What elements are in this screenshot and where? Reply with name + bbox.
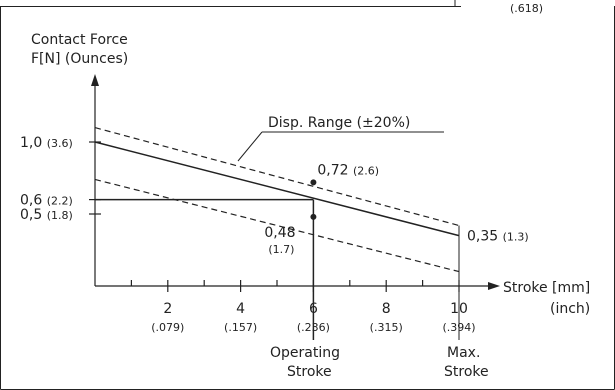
- x-tick-label-8: 8: [382, 301, 391, 317]
- max-stroke-line1: Max.: [447, 345, 480, 361]
- y-tick-sub-0: (3.6): [47, 137, 73, 150]
- y-axis-arrow: [91, 74, 99, 86]
- range-leader: [237, 131, 263, 162]
- x-tick-inch-2: (.079): [151, 321, 184, 334]
- top-right-fragment: (.618): [510, 2, 543, 15]
- x-axis-title: Stroke [mm]: [503, 280, 590, 296]
- point-sub-0: (2.6): [353, 164, 379, 177]
- x-tick-label-6: 6: [309, 301, 318, 317]
- x-tick-label-10: 10: [450, 301, 468, 317]
- y-axis-title: Contact Force: [31, 32, 128, 48]
- end-label: 0,35 (1.3): [467, 229, 529, 245]
- point-0: [310, 179, 317, 186]
- x-tick-inch-8: (.315): [370, 321, 403, 334]
- y-tick-label-0: 1,0 (3.6): [20, 135, 73, 151]
- x-tick-label-4: 4: [236, 301, 245, 317]
- tolerance-line-2: [94, 178, 460, 273]
- force-line-0: [94, 141, 460, 237]
- y-tick-label-2: 0,5 (1.8): [20, 207, 73, 223]
- tolerance-line-1: [94, 127, 460, 227]
- point-sub-1: (1.7): [268, 243, 294, 256]
- y-tick-label-1: 0,6 (2.2): [20, 193, 73, 209]
- x-axis-arrow: [488, 282, 500, 290]
- x-axis-unit: (inch): [550, 301, 590, 317]
- operating-stroke-line1: Operating: [270, 345, 340, 361]
- top-right-bracket: [454, 0, 461, 7]
- y-tick-sub-2: (1.8): [47, 209, 73, 222]
- x-tick-inch-6: (.236): [297, 321, 330, 334]
- y-tick-sub-1: (2.2): [47, 195, 73, 208]
- range-label: Disp. Range (±20%): [268, 115, 410, 131]
- point-label-0: 0,72 (2.6): [317, 162, 379, 178]
- x-tick-inch-10: (.394): [442, 321, 475, 334]
- operating-stroke-line2: Stroke: [287, 364, 332, 380]
- x-tick-label-2: 2: [163, 301, 172, 317]
- end-sub: (1.3): [503, 231, 529, 244]
- x-tick-inch-4: (.157): [224, 321, 257, 334]
- point-1: [310, 213, 317, 220]
- y-axis-unit: F[N] (Ounces): [31, 51, 128, 67]
- max-stroke-line2: Stroke: [444, 364, 489, 380]
- point-label-1: 0,48: [264, 225, 295, 241]
